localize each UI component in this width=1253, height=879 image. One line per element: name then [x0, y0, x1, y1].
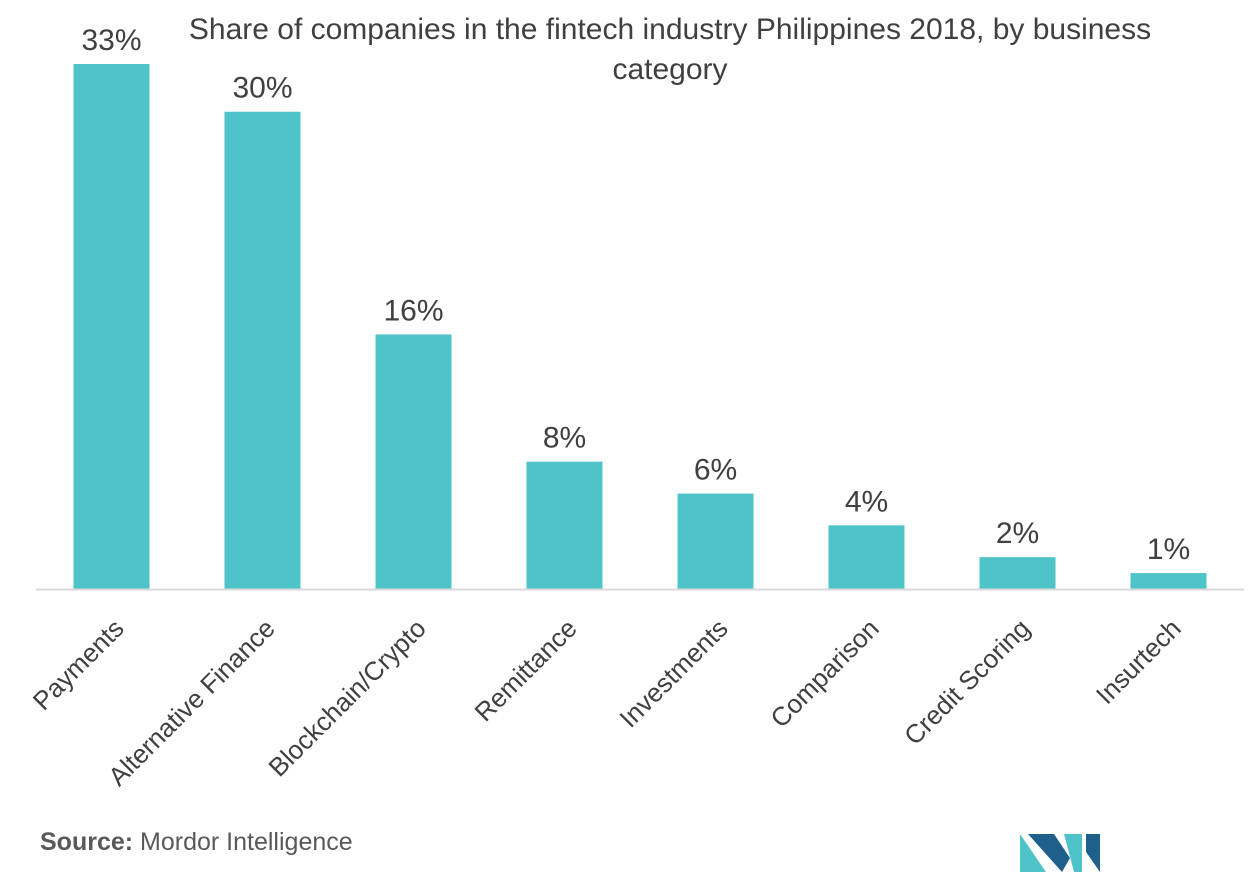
chart-title: Share of companies in the fintech indust… [188, 13, 1152, 86]
mordor-intelligence-logo-icon [1020, 834, 1100, 872]
category-label-investments: Investments [613, 613, 733, 733]
bar-alternative-finance [224, 111, 301, 590]
bar-investments [677, 493, 754, 589]
category-label-blockchain-crypto: Blockchain/Crypto [262, 613, 431, 782]
category-label-remittance: Remittance [469, 613, 583, 727]
value-label-investments: 6% [694, 454, 737, 487]
bar-credit-scoring [979, 557, 1056, 589]
value-label-remittance: 8% [543, 422, 586, 455]
category-label-insurtech: Insurtech [1090, 613, 1187, 710]
bar-blockchain-crypto [375, 334, 452, 589]
value-label-payments: 33% [81, 24, 141, 57]
value-label-comparison: 4% [845, 485, 888, 518]
value-label-credit-scoring: 2% [996, 517, 1039, 550]
category-label-payments: Payments [27, 613, 130, 716]
bar-payments [73, 64, 150, 589]
source-note: Source: Mordor Intelligence [40, 828, 353, 857]
category-label-credit-scoring: Credit Scoring [898, 613, 1036, 751]
value-label-blockchain-crypto: 16% [383, 294, 443, 327]
bar-comparison [828, 525, 905, 589]
category-label-comparison: Comparison [764, 613, 884, 733]
bar-insurtech [1130, 573, 1207, 589]
bar-remittance [526, 461, 603, 589]
source-value: Mordor Intelligence [140, 828, 353, 856]
bars-group [73, 64, 1207, 590]
value-labels-group: 33% 30% 16% 8% 6% 4% 2% 1% [81, 24, 1190, 566]
source-label: Source: [40, 828, 134, 856]
category-label-alternative-finance: Alternative Finance [102, 613, 281, 792]
value-label-alternative-finance: 30% [232, 72, 292, 105]
value-label-insurtech: 1% [1147, 533, 1190, 566]
